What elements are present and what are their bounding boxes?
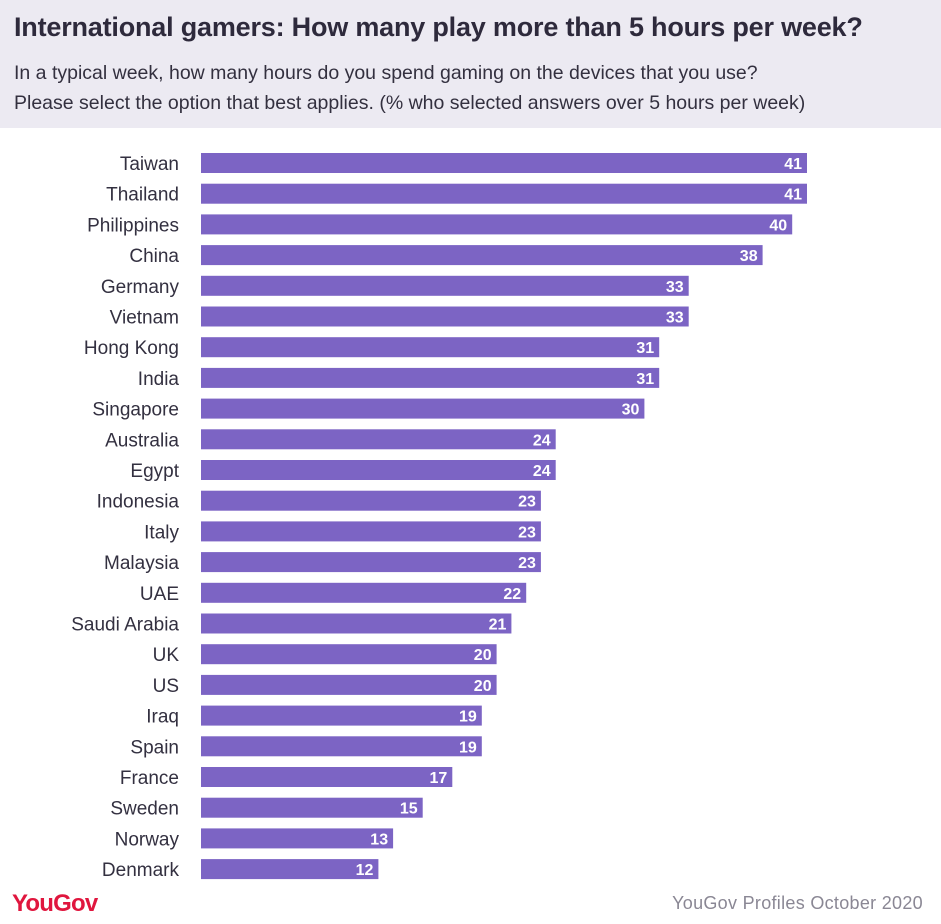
value-label-france: 17 (430, 770, 448, 787)
category-label-iraq: Iraq (146, 707, 179, 728)
subtitle-line-2: Please select the option that best appli… (14, 92, 806, 114)
bar-us (201, 674, 497, 695)
value-label-denmark: 12 (356, 862, 374, 879)
value-label-china: 38 (740, 248, 758, 265)
category-label-egypt: Egypt (130, 461, 179, 482)
value-label-germany: 33 (666, 279, 684, 296)
category-label-indonesia: Indonesia (97, 492, 180, 513)
bar-uk (201, 644, 497, 665)
category-label-sweden: Sweden (110, 799, 179, 820)
value-label-india: 31 (636, 371, 654, 388)
value-label-australia: 24 (533, 432, 551, 449)
bar-singapore (201, 398, 645, 419)
category-label-france: France (120, 768, 179, 789)
category-label-taiwan: Taiwan (120, 154, 179, 175)
bar-egypt (201, 460, 556, 480)
bar-thailand (201, 183, 807, 204)
bar-spain (201, 736, 482, 757)
value-label-uae: 22 (503, 586, 521, 603)
value-label-indonesia: 23 (518, 494, 536, 511)
value-label-philippines: 40 (769, 217, 787, 234)
value-label-thailand: 41 (784, 187, 802, 204)
category-label-thailand: Thailand (106, 185, 179, 206)
chart-title: International gamers: How many play more… (14, 12, 863, 42)
category-label-india: India (138, 369, 180, 390)
value-label-hong-kong: 31 (636, 340, 654, 357)
bar-malaysia (201, 552, 541, 573)
category-label-norway: Norway (115, 829, 180, 850)
bar-hong-kong (201, 337, 660, 358)
value-label-egypt: 24 (533, 463, 551, 480)
bar-italy (201, 521, 541, 542)
bar-indonesia (201, 490, 541, 511)
category-label-singapore: Singapore (92, 400, 179, 421)
category-label-denmark: Denmark (102, 860, 180, 881)
value-label-uk: 20 (474, 647, 492, 664)
value-label-us: 20 (474, 678, 492, 695)
category-label-germany: Germany (101, 277, 180, 298)
bar-uae (201, 582, 527, 603)
category-label-china: China (129, 246, 179, 267)
bar-chart: Taiwan 41 Thailand 41 Philippines 40 China 38 Ge… (71, 153, 807, 881)
value-label-taiwan: 41 (784, 156, 802, 173)
category-label-vietnam: Vietnam (110, 308, 179, 329)
value-label-malaysia: 23 (518, 555, 536, 572)
value-label-spain: 19 (459, 739, 477, 756)
chart-subtitle: In a typical week, how many hours do you… (14, 58, 929, 118)
category-label-saudi-arabia: Saudi Arabia (71, 615, 179, 636)
bar-taiwan (201, 153, 807, 173)
category-label-malaysia: Malaysia (104, 553, 179, 574)
category-label-spain: Spain (130, 737, 179, 758)
bar-saudi-arabia (201, 613, 512, 634)
category-label-australia: Australia (105, 430, 179, 451)
value-label-vietnam: 33 (666, 310, 684, 327)
bar-australia (201, 429, 556, 450)
bar-france (201, 767, 453, 787)
category-label-italy: Italy (144, 522, 179, 543)
source-note: YouGov Profiles October 2020 (672, 893, 923, 913)
chart-header: International gamers: How many play more… (0, 0, 941, 128)
value-label-italy: 23 (518, 524, 536, 541)
value-label-iraq: 19 (459, 709, 477, 726)
bar-sweden (201, 797, 423, 818)
category-label-hong-kong: Hong Kong (84, 338, 179, 359)
value-label-saudi-arabia: 21 (489, 617, 507, 634)
bar-germany (201, 275, 689, 296)
value-label-sweden: 15 (400, 801, 418, 818)
bar-vietnam (201, 306, 689, 327)
value-label-singapore: 30 (622, 402, 640, 419)
bar-india (201, 367, 660, 388)
bar-iraq (201, 705, 482, 726)
subtitle-line-1: In a typical week, how many hours do you… (14, 62, 758, 84)
category-label-uae: UAE (140, 584, 179, 605)
bar-norway (201, 828, 394, 849)
yougov-logo: YouGov (12, 890, 98, 917)
bar-philippines (201, 214, 793, 235)
category-label-philippines: Philippines (87, 215, 179, 236)
bar-denmark (201, 859, 379, 880)
category-label-us: US (153, 676, 179, 697)
bar-china (201, 245, 763, 266)
category-label-uk: UK (153, 645, 180, 666)
value-label-norway: 13 (370, 831, 388, 848)
